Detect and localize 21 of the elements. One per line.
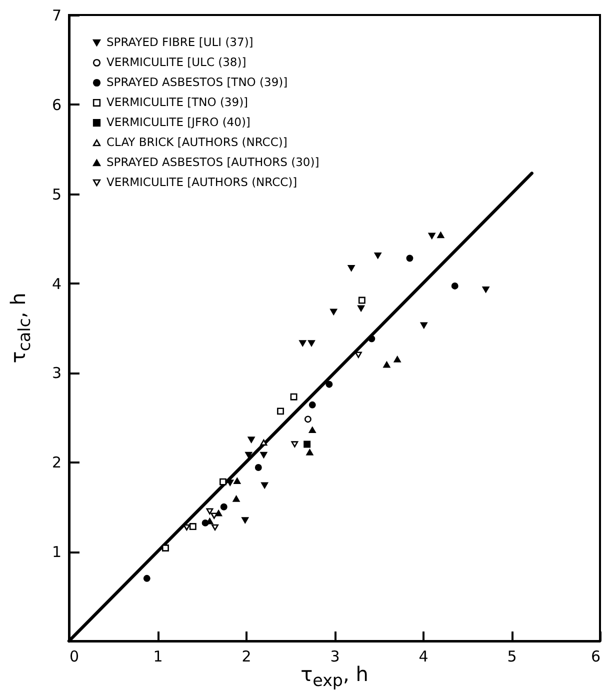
legend-label: CLAY BRICK [AUTHORS (NRCC)] [106, 134, 288, 149]
y-tick-label: 2 [52, 454, 62, 472]
legend-label: SPRAYED ASBESTOS [AUTHORS (30)] [106, 154, 320, 169]
x-tick-label: 1 [153, 648, 163, 666]
legend-label: SPRAYED FIBRE [ULI (37)] [106, 34, 254, 49]
legend-label: SPRAYED ASBESTOS [TNO (39)] [106, 74, 288, 89]
y-tick-label: 5 [52, 185, 62, 204]
y-tick-label: 7 [52, 6, 62, 24]
legend-label: VERMICULITE [JFRO (40)] [106, 114, 250, 129]
x-tick-label: 0 [70, 648, 80, 666]
y-tick-label: 6 [52, 96, 62, 114]
y-tick-label: 4 [52, 274, 62, 293]
y-tick-label: 1 [52, 543, 62, 562]
x-tick-label: 4 [418, 648, 428, 666]
x-tick-label: 6 [590, 648, 600, 666]
legend-label: VERMICULITE [ULC (38)] [106, 54, 246, 69]
x-tick-label: 2 [242, 648, 252, 666]
y-tick-label: 3 [52, 364, 62, 382]
legend-label: VERMICULITE [TNO (39)] [106, 94, 248, 109]
legend-label: VERMICULITE [AUTHORS (NRCC)] [106, 174, 298, 189]
x-tick-label: 5 [507, 648, 517, 666]
